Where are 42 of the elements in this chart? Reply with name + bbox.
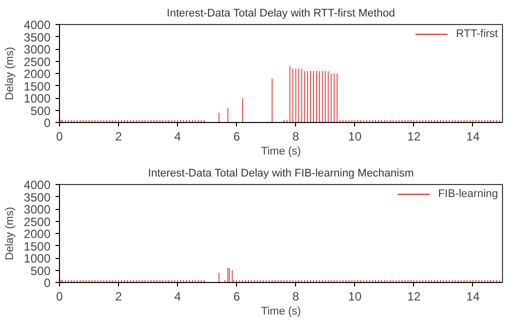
- x-tick-label: 0: [56, 130, 64, 144]
- y-tick-label: 1500: [24, 239, 51, 254]
- chart-title: Interest-Data Total Delay with FIB-learning Mechanism: [148, 168, 414, 180]
- legend-label: RTT-first: [456, 28, 498, 40]
- y-tick-label: 1000: [24, 92, 51, 106]
- x-tick-label: 4: [174, 130, 182, 144]
- y-tick-label: 500: [30, 104, 51, 118]
- x-tick-label: 0: [56, 290, 64, 304]
- y-tick-label: 1000: [24, 252, 51, 266]
- y-tick-label: 3000: [24, 42, 51, 56]
- x-tick-label: 14: [466, 290, 480, 304]
- y-tick-label: 3500: [24, 190, 51, 204]
- x-tick-label: 14: [466, 130, 480, 144]
- x-tick-label: 4: [174, 290, 182, 304]
- x-tick-label: 10: [348, 130, 362, 144]
- x-tick-label: 8: [292, 130, 300, 144]
- x-tick-label: 8: [292, 290, 300, 304]
- y-tick-label: 3000: [24, 202, 51, 216]
- y-axis-title: Delay (ms): [4, 46, 16, 100]
- y-tick-label: 3500: [24, 30, 51, 44]
- x-tick-label: 2: [115, 290, 122, 304]
- x-axis-title: Time (s): [261, 146, 301, 158]
- y-axis-title: Delay (ms): [4, 206, 16, 260]
- y-tick-label: 1500: [24, 79, 51, 94]
- y-tick-label: 500: [30, 264, 51, 278]
- x-tick-label: 10: [348, 290, 362, 304]
- x-axis-title: Time (s): [261, 306, 301, 318]
- y-tick-label: 4000: [24, 178, 51, 192]
- y-tick-label: 0: [44, 116, 51, 130]
- y-tick-label: 2500: [24, 54, 51, 69]
- x-tick-label: 2: [115, 130, 122, 144]
- x-tick-label: 6: [233, 130, 240, 144]
- legend-label: FIB-learning: [438, 188, 498, 200]
- chart-title: Interest-Data Total Delay with RTT-first Method: [166, 8, 396, 20]
- y-tick-label: 2500: [24, 214, 51, 229]
- x-tick-label: 6: [233, 290, 240, 304]
- x-tick-label: 12: [407, 130, 421, 144]
- y-tick-label: 0: [44, 276, 51, 290]
- y-tick-label: 4000: [24, 18, 51, 32]
- y-tick-label: 2000: [24, 67, 51, 81]
- x-tick-label: 12: [407, 290, 421, 304]
- y-tick-label: 2000: [24, 227, 51, 241]
